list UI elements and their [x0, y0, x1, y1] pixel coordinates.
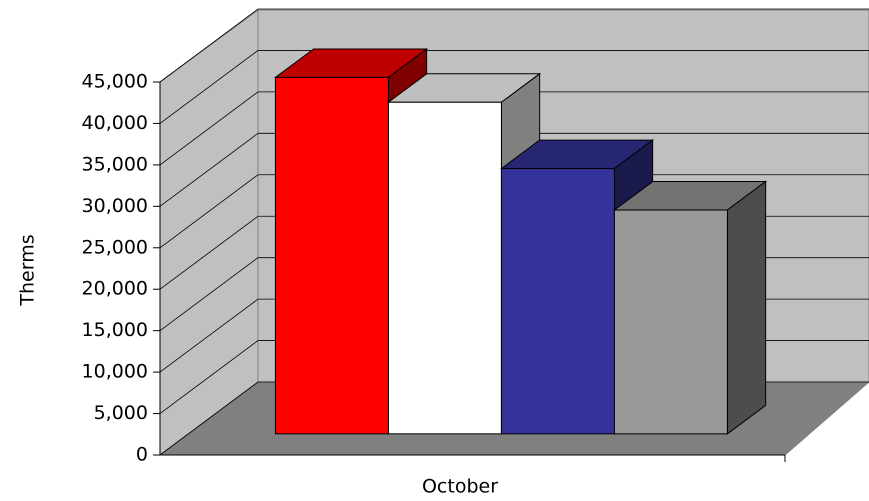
- grid-line: [159, 91, 869, 166]
- y-tick-label: 25,000: [82, 236, 148, 258]
- y-tick-label: 40,000: [82, 112, 148, 134]
- grid-line: [159, 8, 869, 83]
- y-tick-label: 30,000: [82, 195, 148, 217]
- y-tick-label: 20,000: [82, 278, 148, 300]
- bar: [613, 209, 728, 435]
- y-axis-label: Therms: [17, 234, 39, 306]
- grid-line: [159, 50, 869, 124]
- bar: [500, 168, 615, 435]
- grid-line: [159, 132, 869, 207]
- y-tick-label: 5,000: [94, 402, 148, 424]
- y-tick-label: 15,000: [82, 319, 148, 341]
- bar-side: [726, 180, 767, 435]
- y-tick-label: 10,000: [82, 361, 148, 383]
- grid-line: [159, 174, 869, 249]
- y-tick-label: 0: [136, 444, 148, 466]
- bar: [387, 101, 502, 435]
- y-tick-label: 35,000: [82, 153, 148, 175]
- bar: [274, 76, 389, 435]
- y-tick-label: 45,000: [82, 71, 148, 93]
- side-wall: [159, 9, 259, 456]
- x-tick-label: October: [422, 476, 498, 498]
